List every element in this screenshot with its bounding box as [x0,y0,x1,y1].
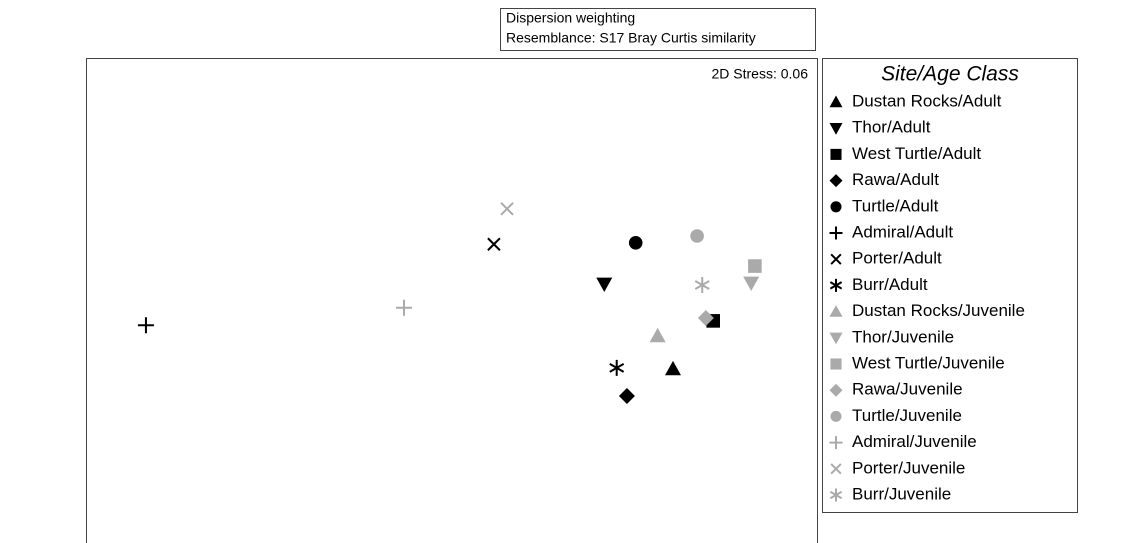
stress-label: 2D Stress: 0.06 [712,66,809,82]
legend-label: Rawa/Adult [852,170,939,189]
point [664,360,681,376]
point [690,229,704,243]
header-line: Dispersion weighting [506,10,635,26]
legend-marker [830,148,842,160]
point [609,359,625,376]
legend-marker [830,358,842,370]
legend-marker [830,410,842,422]
plot-frame [86,58,818,543]
legend-label: Thor/Juvenile [852,327,954,346]
legend-label: Dustan Rocks/Adult [852,91,1002,110]
point [596,277,613,293]
legend-label: Burr/Adult [852,275,928,294]
legend-label: Turtle/Adult [852,196,939,215]
legend-label: Admiral/Juvenile [852,432,977,451]
legend-marker [829,383,843,397]
legend-marker [829,123,843,135]
point [628,235,643,250]
point [500,202,514,216]
legend-marker [829,488,843,502]
legend-marker [829,278,843,292]
legend-label: Turtle/Juvenile [852,406,962,425]
header-line: Resemblance: S17 Bray Curtis similarity [506,30,756,46]
legend-label: Burr/Juvenile [852,484,951,503]
legend-title: Site/Age Class [881,63,1019,86]
legend-label: West Turtle/Juvenile [852,353,1005,372]
legend-marker [829,436,843,450]
legend-marker [830,253,842,265]
header-box [500,8,816,51]
legend-label: Porter/Adult [852,249,942,268]
point [697,309,714,326]
point [618,388,635,405]
point [743,276,760,292]
point [694,276,710,293]
legend-label: Dustan Rocks/Juvenile [852,301,1025,320]
point [649,327,666,343]
legend-marker [829,174,843,188]
legend-label: Porter/Juvenile [852,458,965,477]
legend-marker [829,95,843,108]
point [487,237,501,251]
legend-marker [829,305,843,317]
legend-marker [830,201,842,213]
point [395,299,412,316]
legend-label: Rawa/Juvenile [852,380,963,399]
legend-marker [830,463,842,475]
legend-box [822,58,1078,513]
legend-label: Thor/Adult [852,118,931,137]
legend-label: West Turtle/Adult [852,144,981,163]
legend-label: Admiral/Adult [852,222,953,241]
point [748,259,762,273]
point [137,317,154,334]
legend-marker [829,226,843,240]
legend-marker [829,332,843,345]
